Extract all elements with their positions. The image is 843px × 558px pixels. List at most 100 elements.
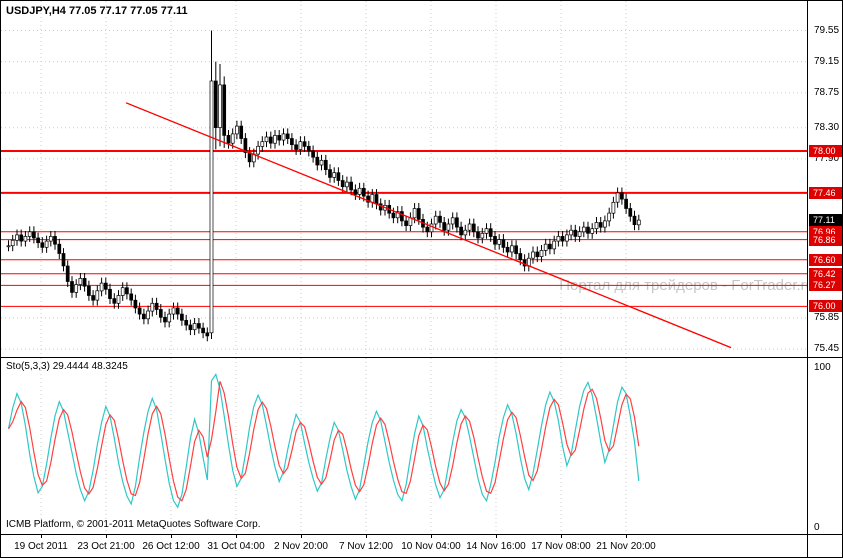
candle-body	[471, 223, 476, 233]
candle-body	[484, 228, 489, 234]
candle-body	[628, 208, 633, 217]
candle-body	[171, 307, 176, 315]
stochastic-panel[interactable]	[1, 358, 807, 534]
time-axis[interactable]: 19 Oct 2011 23 Oct 21:00 26 Oct 12:00 31 Oc…	[1, 535, 807, 557]
sto-signal-line	[7, 381, 640, 502]
candle-body	[306, 145, 311, 152]
candle-body	[565, 234, 569, 242]
candle-body	[48, 236, 53, 242]
candle-body	[133, 299, 138, 309]
candle-body	[268, 136, 273, 144]
candle-body	[23, 236, 28, 242]
price-tick-label: 77.90	[814, 153, 840, 164]
candle-body	[395, 211, 400, 219]
candle-body	[226, 135, 231, 144]
candle-body	[400, 211, 404, 222]
time-label: 26 Oct 12:00	[142, 541, 200, 552]
candle-body	[611, 201, 616, 214]
candle-body	[624, 198, 628, 209]
sto-scale-label: 100	[814, 362, 831, 373]
candle-body	[480, 232, 485, 239]
candle-body	[463, 229, 468, 236]
candle-body	[150, 302, 155, 312]
candle-body	[260, 141, 265, 147]
price-chart-panel[interactable]	[1, 1, 807, 357]
candle-body	[518, 253, 523, 261]
panel-separator[interactable]	[1, 357, 842, 358]
price-tick-label: 78.75	[814, 87, 840, 98]
candle-body	[70, 281, 74, 293]
candle-body	[154, 302, 159, 310]
candle-body	[103, 282, 108, 290]
candle-body	[455, 217, 459, 228]
candle-body	[239, 125, 244, 139]
candle-body	[74, 284, 79, 293]
candle-body	[467, 223, 472, 231]
candle-body	[412, 208, 417, 219]
price-tick-label: 79.55	[814, 25, 840, 36]
candle-body	[586, 226, 590, 234]
candle-body	[620, 192, 624, 200]
time-label: 23 Oct 21:00	[77, 541, 135, 552]
trendline[interactable]	[125, 102, 732, 349]
chart-ohlc-title: USDJPY,H4 77.05 77.17 77.05 77.11	[6, 5, 188, 17]
axis-separator	[1, 534, 842, 535]
candle-body	[446, 223, 451, 231]
candle-body	[40, 242, 45, 248]
candle-body	[235, 125, 239, 135]
time-label: 7 Nov 12:00	[339, 541, 393, 552]
candle-body	[581, 226, 586, 233]
candle-body	[361, 187, 366, 197]
time-tick	[301, 535, 302, 538]
candle-body	[632, 215, 637, 226]
candle-body	[353, 189, 358, 195]
candle-body	[510, 245, 514, 253]
candle-body	[328, 169, 332, 178]
candle-body	[340, 180, 345, 188]
candle-body	[497, 239, 502, 245]
candle-body	[539, 250, 544, 257]
candle-body	[548, 243, 552, 250]
time-tick	[366, 535, 367, 538]
candle-body	[256, 145, 260, 155]
candle-body	[27, 231, 32, 237]
candle-body	[53, 236, 57, 245]
candle-body	[573, 229, 578, 237]
candle-body	[493, 236, 497, 245]
time-label: 21 Nov 20:00	[596, 541, 656, 552]
time-tick	[171, 535, 172, 538]
candle-body	[99, 282, 104, 292]
time-tick	[106, 535, 107, 538]
candle-body	[552, 240, 557, 250]
time-label: 2 Nov 20:00	[274, 541, 328, 552]
candle-body	[197, 323, 201, 329]
candle-body	[311, 150, 315, 158]
candle-body	[163, 316, 167, 323]
candle-body	[19, 234, 24, 242]
candle-body	[36, 237, 40, 244]
candle-body	[112, 298, 117, 304]
candle-body	[577, 231, 582, 237]
candle-body	[370, 194, 375, 203]
candle-body	[425, 226, 430, 233]
candle-body	[264, 136, 269, 143]
candle-body	[615, 192, 620, 203]
candle-body	[184, 320, 189, 326]
candle-body	[429, 223, 434, 233]
candle-body	[450, 217, 455, 225]
level-price-label: 77.46	[809, 187, 842, 199]
candle-body	[366, 195, 370, 203]
time-tick	[561, 535, 562, 538]
candle-body	[167, 313, 172, 323]
candle-body	[416, 208, 421, 220]
candle-body	[391, 212, 396, 219]
candle-body	[82, 278, 87, 287]
candle-body	[594, 222, 599, 230]
price-tick-label: 75.85	[814, 312, 840, 323]
price-tick-label: 75.45	[814, 343, 840, 354]
candle-body	[116, 295, 121, 304]
candle-body	[442, 222, 447, 231]
price-scale[interactable]: 79.55 79.15 78.75 78.30 77.90 75.85 75.45 78.00…	[808, 1, 842, 557]
candle-body	[294, 144, 298, 150]
candle-body	[205, 332, 210, 337]
